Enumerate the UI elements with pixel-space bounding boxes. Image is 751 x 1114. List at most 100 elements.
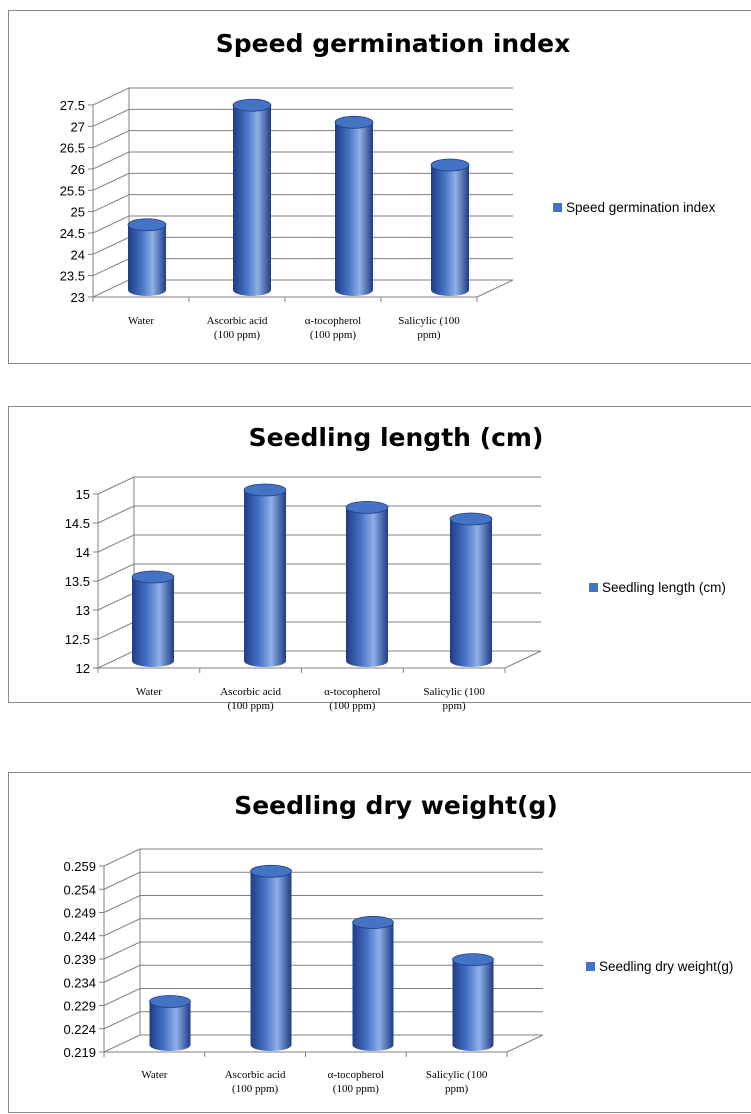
y-tick-label: 27.5 [60, 98, 85, 113]
gridline [92, 151, 513, 170]
floor-edge [476, 279, 514, 298]
chart-seedling-length-frame: Seedling length (cm) 12 12.5 13 13.5 14 14.5 15… [8, 406, 751, 712]
y-tick-label: 0.224 [63, 1022, 96, 1037]
gridline [92, 194, 513, 213]
x-category-label: α-tocopherol (100 ppm) [328, 1069, 384, 1095]
y-tick-label: 15 [76, 487, 90, 502]
y-tick-label: 0.259 [63, 859, 96, 874]
y-tick-label: 12 [76, 661, 90, 676]
bar-top [345, 501, 389, 514]
y-tick-label: 14.5 [65, 516, 90, 531]
gridline [103, 848, 543, 867]
legend-label: Seedling dry weight(g) [599, 959, 733, 974]
gridline [103, 1034, 543, 1053]
bar-body [233, 105, 271, 297]
y-tick-label: 23.5 [60, 269, 85, 284]
bar-body [250, 871, 292, 1051]
legend-swatch [586, 962, 595, 971]
gridline [97, 534, 541, 553]
bar-top [452, 953, 494, 967]
bar [452, 953, 494, 1051]
y-tick-label: 26.5 [60, 141, 85, 156]
y-tick-label: 24.5 [60, 226, 85, 241]
chart-title: Seedling dry weight(g) [234, 791, 558, 820]
y-tick-label: 0.244 [63, 929, 96, 944]
bar-top [250, 864, 292, 878]
gridline [92, 108, 513, 127]
bar-body [132, 577, 174, 667]
bar [345, 501, 389, 667]
x-category-label: Water [141, 1069, 167, 1081]
y-tick-label: 23 [71, 290, 85, 305]
gridline [103, 964, 543, 983]
bar-top [334, 115, 374, 129]
bar [430, 158, 470, 296]
gridline [97, 505, 541, 524]
y-tick-label: 14 [76, 545, 90, 560]
y-tick-label: 12.5 [65, 632, 90, 647]
chart-dry-weight-frame: Seedling dry weight(g) 0.219 0.224 0.229 0.2… [8, 772, 751, 1113]
gridline [92, 87, 513, 106]
y-tick-label: 0.229 [63, 999, 96, 1014]
y-tick-label: 0.254 [63, 882, 96, 897]
chart-germination: Speed germination index 23 23.5 24 24.5 25 25.… [60, 29, 716, 341]
x-category-label: Ascorbic acid (100 ppm) [220, 686, 281, 712]
y-tick-label: 13.5 [65, 574, 90, 589]
gridline [103, 1011, 543, 1030]
x-category-label: Salicylic (100 ppm) [423, 686, 485, 712]
legend-label: Speed germination index [566, 200, 716, 215]
legend-swatch [589, 583, 598, 592]
x-category-label: Ascorbic acid (100 ppm) [207, 315, 268, 341]
bar-top [127, 218, 167, 232]
bar-top [352, 916, 394, 929]
bar [127, 218, 167, 296]
bar [131, 570, 175, 667]
gridline [97, 476, 541, 495]
bar [232, 98, 272, 297]
gridline [103, 871, 543, 890]
bar-body [149, 1001, 191, 1051]
bar-body [431, 165, 469, 296]
x-category-label: Water [128, 315, 154, 327]
y-tick-label: 25.5 [60, 183, 85, 198]
gridline [92, 172, 513, 191]
bar-body [452, 959, 494, 1051]
bar-body [128, 224, 166, 296]
x-category-label: α-tocopherol (100 ppm) [324, 686, 380, 712]
y-tick-label: 13 [76, 603, 90, 618]
y-tick-label: 0.234 [63, 975, 96, 990]
gridline [103, 895, 543, 913]
gridline [103, 918, 543, 937]
x-category-label: Salicylic (100 ppm) [426, 1069, 488, 1095]
bar-body [335, 122, 373, 296]
gridline [97, 563, 541, 582]
legend-label: Seedling length (cm) [602, 580, 726, 595]
y-tick-label: 24 [71, 247, 85, 262]
bar-body [450, 519, 492, 667]
bar-top [430, 158, 470, 172]
chart-seedling-length: Seedling length (cm) 12 12.5 13 13.5 14 14.5 15… [65, 423, 726, 712]
y-tick-label: 26 [71, 162, 85, 177]
bar-body [346, 507, 388, 667]
bar [250, 864, 292, 1051]
y-tick-label: 27 [71, 119, 85, 134]
chart-dry-weight: Seedling dry weight(g) 0.219 0.224 0.229 0.2… [63, 791, 733, 1095]
bar-body [352, 922, 394, 1051]
x-category-label: Salicylic (100 ppm) [398, 315, 460, 341]
gridline [92, 215, 513, 234]
bar [334, 115, 374, 296]
gridline [92, 130, 513, 149]
bar-top [149, 995, 191, 1008]
bar-top [449, 512, 493, 526]
gridline [103, 941, 543, 960]
floor-edge [504, 650, 542, 669]
y-tick-label: 0.249 [63, 906, 96, 921]
chart-title: Speed germination index [216, 29, 570, 58]
x-category-label: α-tocopherol (100 ppm) [305, 315, 361, 341]
floor-edge [506, 1034, 544, 1053]
gridline [103, 988, 543, 1006]
y-tick-label: 0.239 [63, 952, 96, 967]
bar-top [131, 570, 175, 584]
bar [149, 995, 191, 1051]
y-tick-label: 0.219 [63, 1045, 96, 1060]
